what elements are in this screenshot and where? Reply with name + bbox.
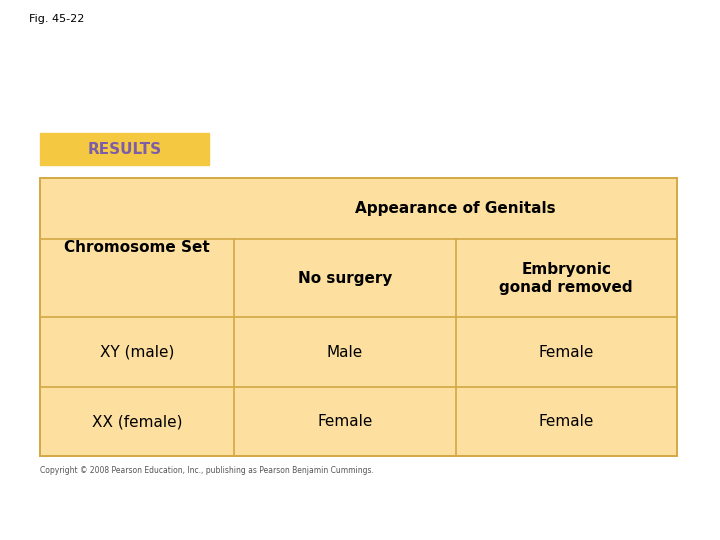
FancyBboxPatch shape xyxy=(40,133,209,165)
Text: Female: Female xyxy=(539,345,594,360)
FancyBboxPatch shape xyxy=(40,178,677,456)
Text: Fig. 45-22: Fig. 45-22 xyxy=(29,14,84,24)
Text: Female: Female xyxy=(539,414,594,429)
Text: XY (male): XY (male) xyxy=(99,345,174,360)
Text: No surgery: No surgery xyxy=(297,271,392,286)
Text: RESULTS: RESULTS xyxy=(87,141,161,157)
Text: Chromosome Set: Chromosome Set xyxy=(64,240,210,255)
Text: Appearance of Genitals: Appearance of Genitals xyxy=(355,201,556,217)
Text: Embryonic
gonad removed: Embryonic gonad removed xyxy=(500,261,633,295)
Text: XX (female): XX (female) xyxy=(91,414,182,429)
Text: Female: Female xyxy=(317,414,372,429)
Text: Male: Male xyxy=(327,345,363,360)
Text: Copyright © 2008 Pearson Education, Inc., publishing as Pearson Benjamin Cumming: Copyright © 2008 Pearson Education, Inc.… xyxy=(40,466,374,475)
